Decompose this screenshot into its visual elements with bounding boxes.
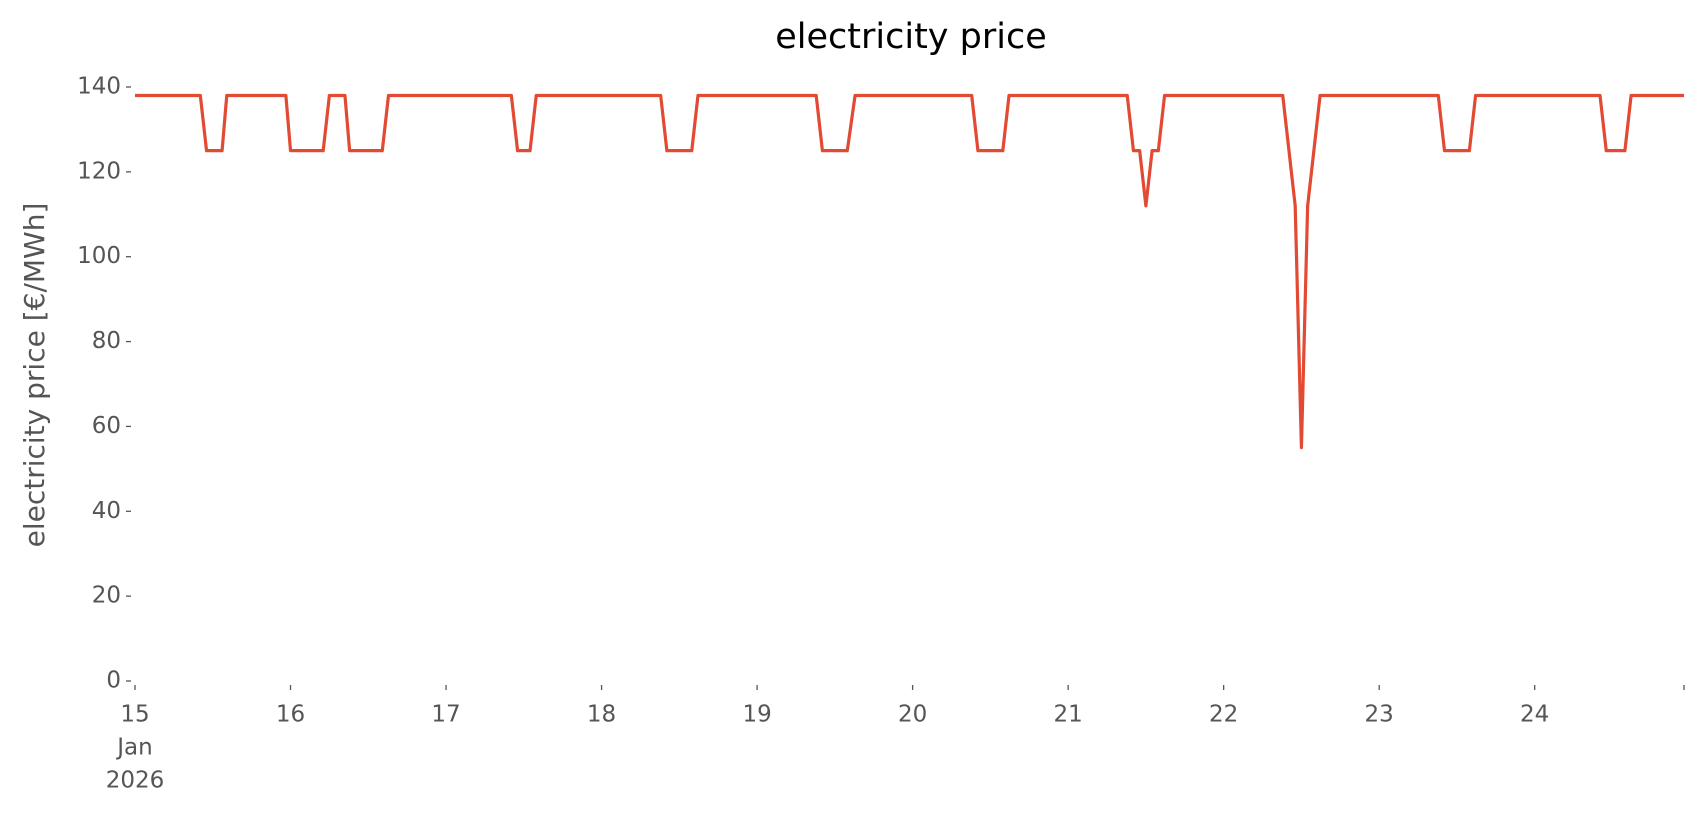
- y-tick-label: 20: [92, 583, 121, 609]
- x-tick-sublabel: 2026: [106, 768, 165, 794]
- y-tick-label: 80: [92, 328, 121, 354]
- price-line: [135, 93, 1684, 450]
- y-axis-label: electricity price [€/MWh]: [18, 203, 51, 548]
- y-tick-label: 140: [77, 74, 121, 100]
- y-tick-label: 120: [77, 158, 121, 184]
- y-tick-label: 100: [77, 243, 121, 269]
- y-tick-label: 60: [92, 413, 121, 439]
- x-tick-label: 17: [431, 702, 460, 728]
- x-tick-sublabel: Jan: [115, 735, 152, 761]
- x-tick-label: 22: [1209, 702, 1238, 728]
- chart-title: electricity price: [775, 17, 1047, 57]
- x-tick-label: 15: [120, 702, 149, 728]
- x-tick-label: 23: [1365, 702, 1394, 728]
- x-tick-label: 18: [587, 702, 616, 728]
- y-tick-label: 0: [106, 668, 121, 694]
- x-tick-label: 21: [1053, 702, 1082, 728]
- x-tick-label: 19: [742, 702, 771, 728]
- x-tick-label: 16: [276, 702, 305, 728]
- y-tick-label: 40: [92, 498, 121, 524]
- x-tick-label: 20: [898, 702, 927, 728]
- x-tick-label: 24: [1520, 702, 1549, 728]
